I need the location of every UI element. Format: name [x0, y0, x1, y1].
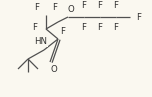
Text: F: F	[35, 3, 40, 12]
Text: O: O	[51, 65, 57, 74]
Text: F: F	[114, 23, 119, 32]
Text: F: F	[52, 3, 57, 12]
Text: HN: HN	[35, 38, 47, 46]
Text: F: F	[81, 1, 86, 10]
Text: F: F	[114, 1, 119, 10]
Text: F: F	[60, 28, 66, 36]
Text: F: F	[136, 13, 142, 22]
Text: O: O	[68, 4, 74, 13]
Text: F: F	[33, 23, 38, 32]
Text: F: F	[97, 23, 102, 32]
Text: F: F	[97, 1, 102, 10]
Text: F: F	[81, 23, 86, 32]
